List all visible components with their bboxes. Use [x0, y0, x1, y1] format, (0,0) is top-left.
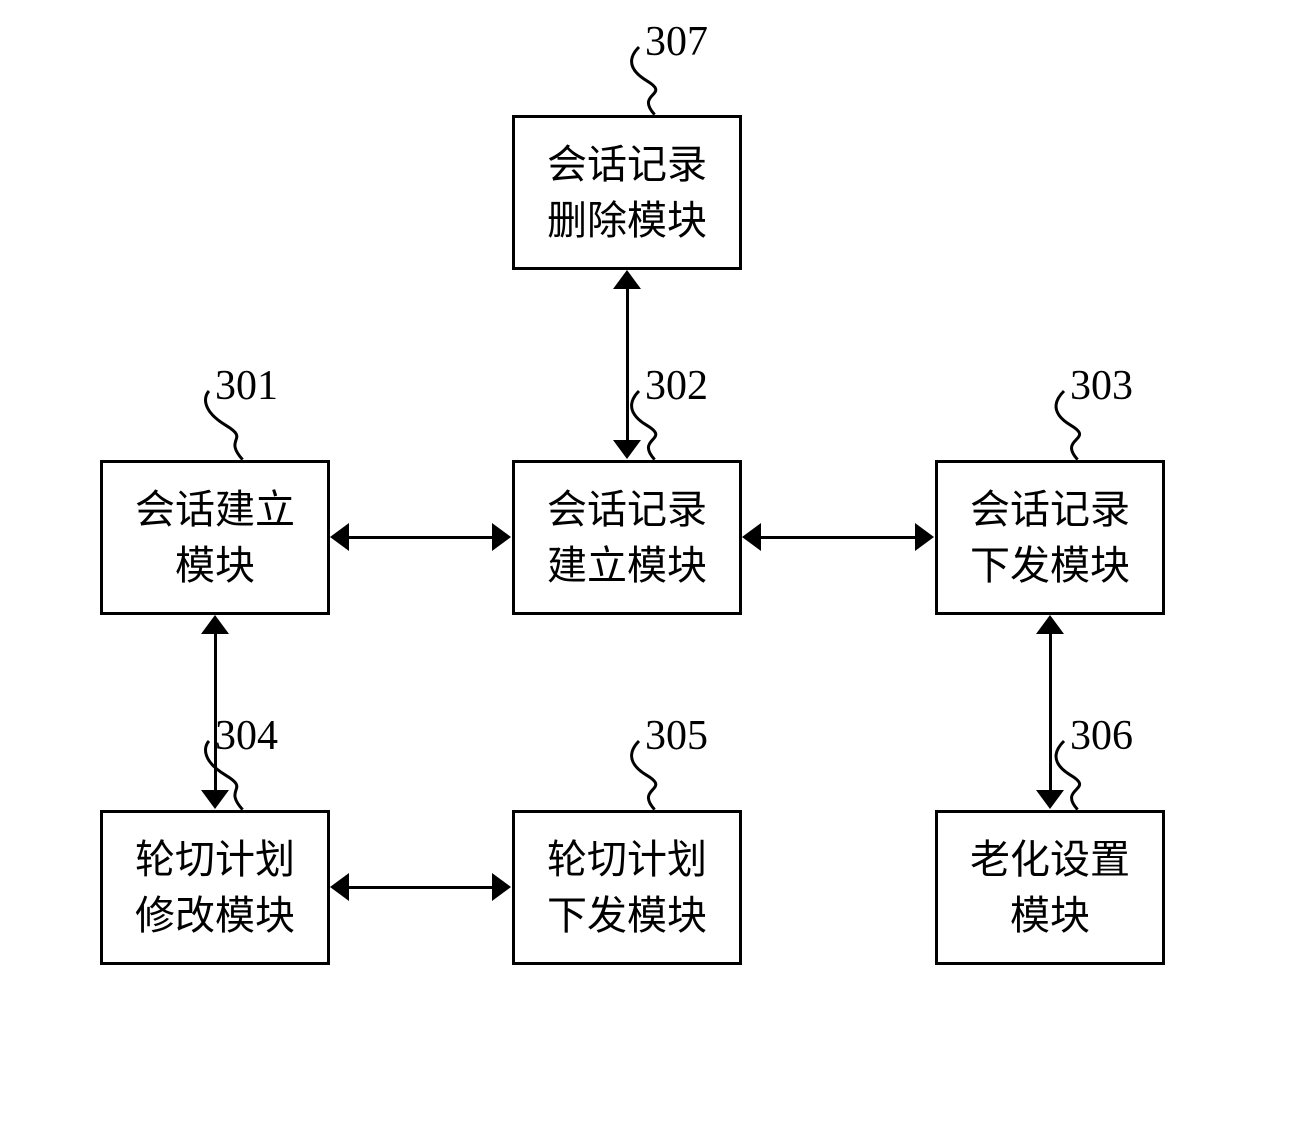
arrow-head	[613, 270, 641, 289]
edge-n304-n305	[348, 886, 495, 889]
arrow-head	[1036, 790, 1064, 809]
edge-n303-n306	[1049, 633, 1052, 793]
squiggle-n303	[1034, 361, 1108, 490]
arrow-head	[492, 873, 511, 901]
node-text-n305: 轮切计划 下发模块	[547, 832, 707, 944]
edge-n302-n303	[760, 536, 918, 539]
arrow-head	[201, 615, 229, 634]
squiggle-n301	[179, 361, 273, 490]
node-text-n303: 会话记录 下发模块	[970, 482, 1130, 594]
squiggle-n302	[609, 361, 685, 490]
edge-n307-n302	[626, 288, 629, 443]
arrow-head	[1036, 615, 1064, 634]
node-text-n307: 会话记录 删除模块	[547, 137, 707, 249]
node-text-n304: 轮切计划 修改模块	[135, 832, 295, 944]
squiggle-n306	[1034, 711, 1108, 840]
arrow-head	[915, 523, 934, 551]
arrow-head	[613, 440, 641, 459]
arrow-head	[742, 523, 761, 551]
module-diagram: 会话建立 模块301会话记录 建立模块302会话记录 下发模块303轮切计划 修…	[0, 0, 1308, 1122]
arrow-head	[201, 790, 229, 809]
squiggle-n307	[609, 17, 685, 145]
squiggle-n305	[609, 711, 685, 840]
arrow-head	[492, 523, 511, 551]
node-text-n302: 会话记录 建立模块	[547, 482, 707, 594]
squiggle-n304	[179, 711, 273, 840]
edge-n301-n304	[214, 633, 217, 793]
arrow-head	[330, 523, 349, 551]
node-text-n301: 会话建立 模块	[135, 482, 295, 594]
node-text-n306: 老化设置 模块	[970, 832, 1130, 944]
arrow-head	[330, 873, 349, 901]
edge-n301-n302	[348, 536, 495, 539]
